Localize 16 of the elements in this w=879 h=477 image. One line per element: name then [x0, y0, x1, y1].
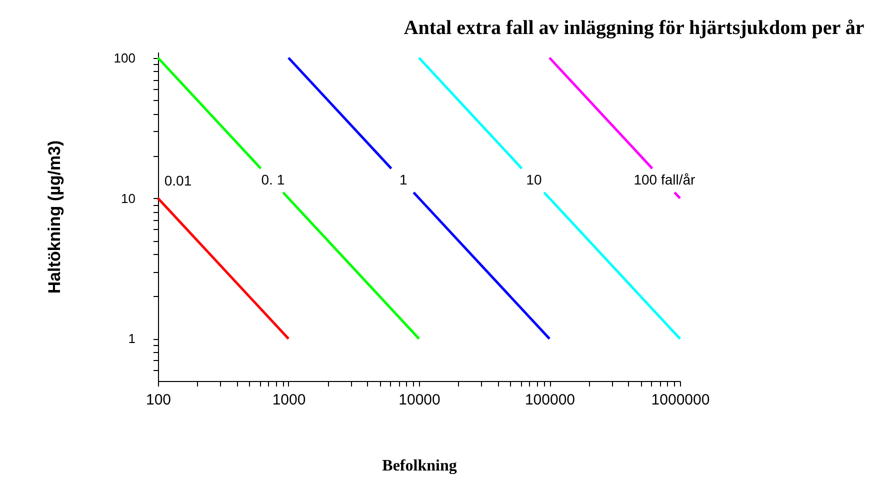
x-axis-title: Befolkning: [382, 458, 457, 474]
x-tick-label: 10000: [398, 392, 440, 408]
series-label: 1: [400, 171, 408, 188]
x-tick-label: 1000: [272, 392, 306, 408]
x-tick-label: 1000000: [651, 392, 710, 408]
series-label: 0. 1: [261, 171, 285, 188]
y-tick-label: 100: [114, 50, 136, 66]
series-label: 0.01: [164, 172, 192, 188]
series-label: 10: [526, 171, 542, 188]
series-label: 100 fall/år: [634, 171, 696, 188]
y-tick-label: 1: [128, 331, 136, 346]
x-tick-label: 100000: [524, 392, 576, 408]
x-tick-label: 100: [146, 392, 172, 408]
y-axis-title: Haltökning (µg/m3): [44, 140, 64, 294]
y-tick-label: 10: [121, 190, 136, 206]
chart-title: Antal extra fall av inläggning för hjärtsjukdom per år: [404, 16, 864, 39]
